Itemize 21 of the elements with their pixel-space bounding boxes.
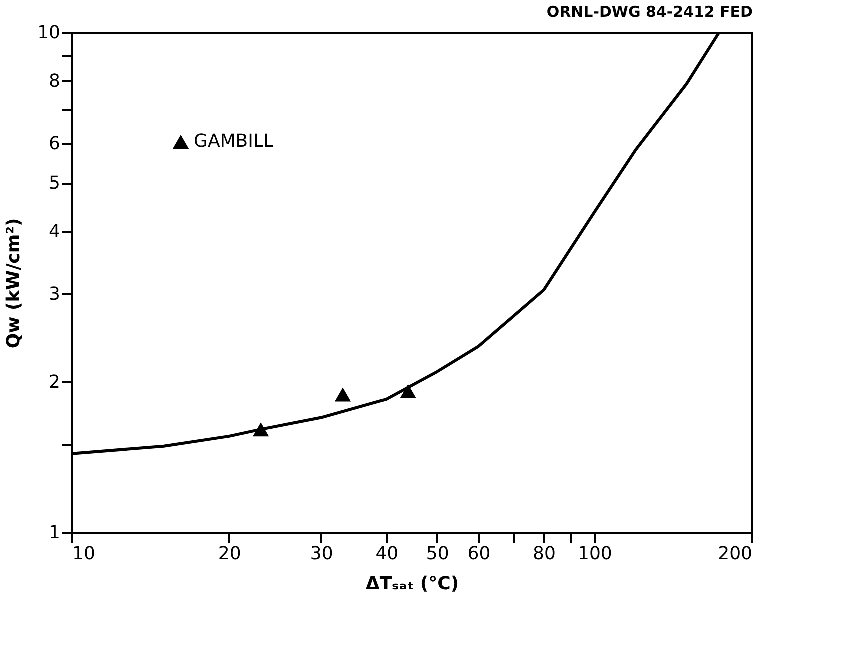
y-tick-label: 6 (49, 133, 60, 154)
legend-label: GAMBILL (194, 131, 274, 152)
y-tick-label: 4 (49, 221, 60, 242)
y-tick-label: 8 (49, 70, 60, 92)
y-tick-label: 1 (49, 522, 60, 544)
x-tick-label: 50 (426, 544, 450, 564)
x-tick-label: 10 (72, 544, 96, 564)
y-axis-title: Qw (kW/cm²) (4, 218, 25, 349)
y-tick-label: 5 (49, 173, 60, 194)
x-axis-title: ΔTₛₐₜ (°C) (366, 574, 460, 594)
x-tick-label: 80 (533, 544, 556, 564)
text: ORNL-DWG 84-2412 FED (546, 3, 753, 21)
x-tick-label: 100 (578, 544, 612, 564)
y-tick-label: 2 (49, 372, 60, 393)
x-tick-label: 40 (376, 544, 399, 564)
x-tick-label: 200 (718, 544, 752, 564)
x-tick-label: 30 (310, 544, 334, 564)
x-tick-label: 60 (468, 544, 491, 564)
y-tick-label: 10 (38, 22, 60, 44)
y-tick-label: 3 (49, 284, 60, 305)
x-tick-label: 20 (218, 544, 242, 564)
